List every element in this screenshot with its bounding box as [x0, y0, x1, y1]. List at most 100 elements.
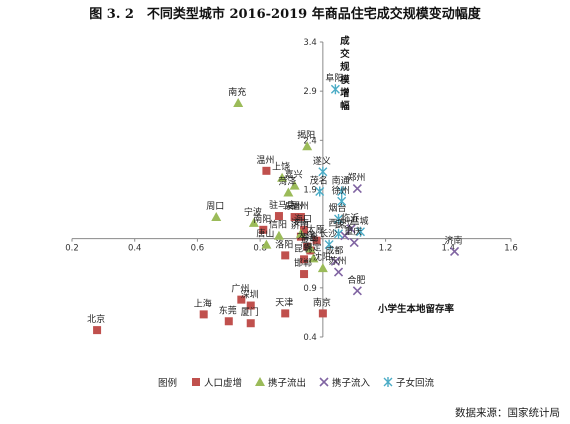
x-axis-title: 小学生本地留存率 [377, 303, 455, 315]
data-point [324, 239, 334, 250]
y-axis-title-char: 幅 [340, 100, 350, 112]
point-label: 信阳 [269, 219, 287, 231]
y-axis-title-char: 模 [340, 74, 350, 86]
data-point [262, 166, 271, 175]
data-point [283, 187, 294, 197]
data-point [318, 166, 328, 177]
point-label: 济南 [445, 234, 463, 246]
point-label: 成都 [325, 244, 343, 256]
data-point [295, 228, 306, 238]
point-label: 遂义 [313, 155, 331, 167]
source-note: 数据来源：国家统计局 [455, 406, 560, 419]
data-point [261, 239, 272, 249]
legend-marker [383, 377, 393, 387]
point-label: 洛阳 [275, 238, 293, 250]
y-axis-title-char: 规 [340, 61, 350, 73]
point-label: 保定 [303, 241, 321, 253]
x-tick-label: 0.6 [191, 244, 205, 254]
data-point [302, 141, 313, 151]
y-tick-label: 0.9 [303, 284, 317, 294]
point-label: 昆明 [294, 243, 312, 254]
legend-marker [319, 377, 329, 387]
data-point [330, 256, 340, 266]
data-point [449, 246, 460, 257]
x-tick-label: 0.2 [65, 244, 79, 254]
data-point [352, 183, 362, 194]
data-point [248, 217, 259, 227]
x-tick-label: 1.4 [442, 244, 456, 254]
point-label: 北京 [87, 313, 105, 325]
point-label: 郑州 [347, 172, 365, 184]
point-label: 合肥 [347, 274, 365, 286]
data-point [211, 212, 222, 222]
data-point [300, 270, 309, 279]
point-label: 济宁 [291, 220, 309, 232]
data-point [199, 310, 208, 319]
data-point [333, 267, 344, 277]
data-point [281, 251, 290, 260]
point-label: 驻马店 [269, 199, 296, 211]
y-axis-title-char: 增 [340, 87, 350, 99]
data-point [273, 230, 284, 240]
point-label: 南通 [332, 174, 350, 186]
legend-marker [192, 378, 200, 386]
point-label: 福州 [291, 200, 309, 212]
legend-marker [255, 377, 265, 386]
y-tick-label: 2.4 [303, 136, 317, 146]
point-label: 武汉 [335, 219, 353, 231]
data-point [233, 97, 244, 107]
point-label: 大连 [297, 230, 315, 242]
data-point [352, 286, 362, 296]
point-label: 济南 [291, 217, 309, 229]
data-point [312, 236, 321, 245]
point-label: 茂名 [310, 174, 328, 186]
point-label: 南阳 [253, 213, 271, 225]
legend-label: 携子流入 [332, 377, 371, 389]
data-point [296, 213, 305, 222]
x-tick-label: 0.8 [253, 244, 267, 254]
point-label: 阜阳 [325, 72, 343, 84]
point-label: 天津 [275, 297, 293, 308]
y-tick-label: 3.4 [303, 38, 317, 48]
y-axis-title-char: 成 [340, 35, 350, 47]
x-tick-label: 1.2 [379, 244, 393, 254]
point-label: 金华 [300, 233, 318, 245]
data-point [289, 180, 300, 190]
legend-title: 图例 [158, 377, 177, 389]
point-label: 青岛 [300, 232, 318, 244]
data-point [355, 226, 365, 237]
data-point [290, 213, 299, 222]
y-axis-title-char: 交 [340, 48, 350, 60]
data-point [259, 225, 268, 234]
point-label: 上饶 [272, 161, 290, 173]
y-tick-label: 0.4 [303, 333, 317, 343]
data-point [346, 224, 356, 234]
point-label: 邯郸 [294, 257, 312, 269]
x-tick-label: 1.6 [504, 244, 518, 254]
point-label: 温州 [256, 155, 274, 166]
legend-label: 携子流出 [268, 377, 306, 389]
x-tick-label: 0.4 [128, 244, 142, 254]
data-point [337, 196, 347, 207]
data-point [318, 309, 327, 318]
data-point [246, 301, 255, 310]
data-point [334, 214, 344, 224]
point-label: 周口 [206, 201, 224, 212]
point-label: 海口 [294, 213, 312, 225]
data-point [237, 295, 246, 304]
data-point [337, 186, 347, 197]
legend-item: 人口虚增 [192, 377, 242, 389]
point-label: 西安 [329, 217, 347, 229]
data-point [334, 228, 344, 239]
data-point [315, 186, 325, 197]
point-label: 东莞 [219, 304, 237, 316]
point-label: 太原 [307, 224, 325, 236]
point-label: 苏州 [329, 255, 347, 267]
point-label: 广州 [231, 283, 249, 295]
point-label: 沈阳 [313, 251, 331, 263]
data-point [300, 225, 309, 234]
data-point [330, 84, 340, 95]
data-point [274, 212, 283, 221]
